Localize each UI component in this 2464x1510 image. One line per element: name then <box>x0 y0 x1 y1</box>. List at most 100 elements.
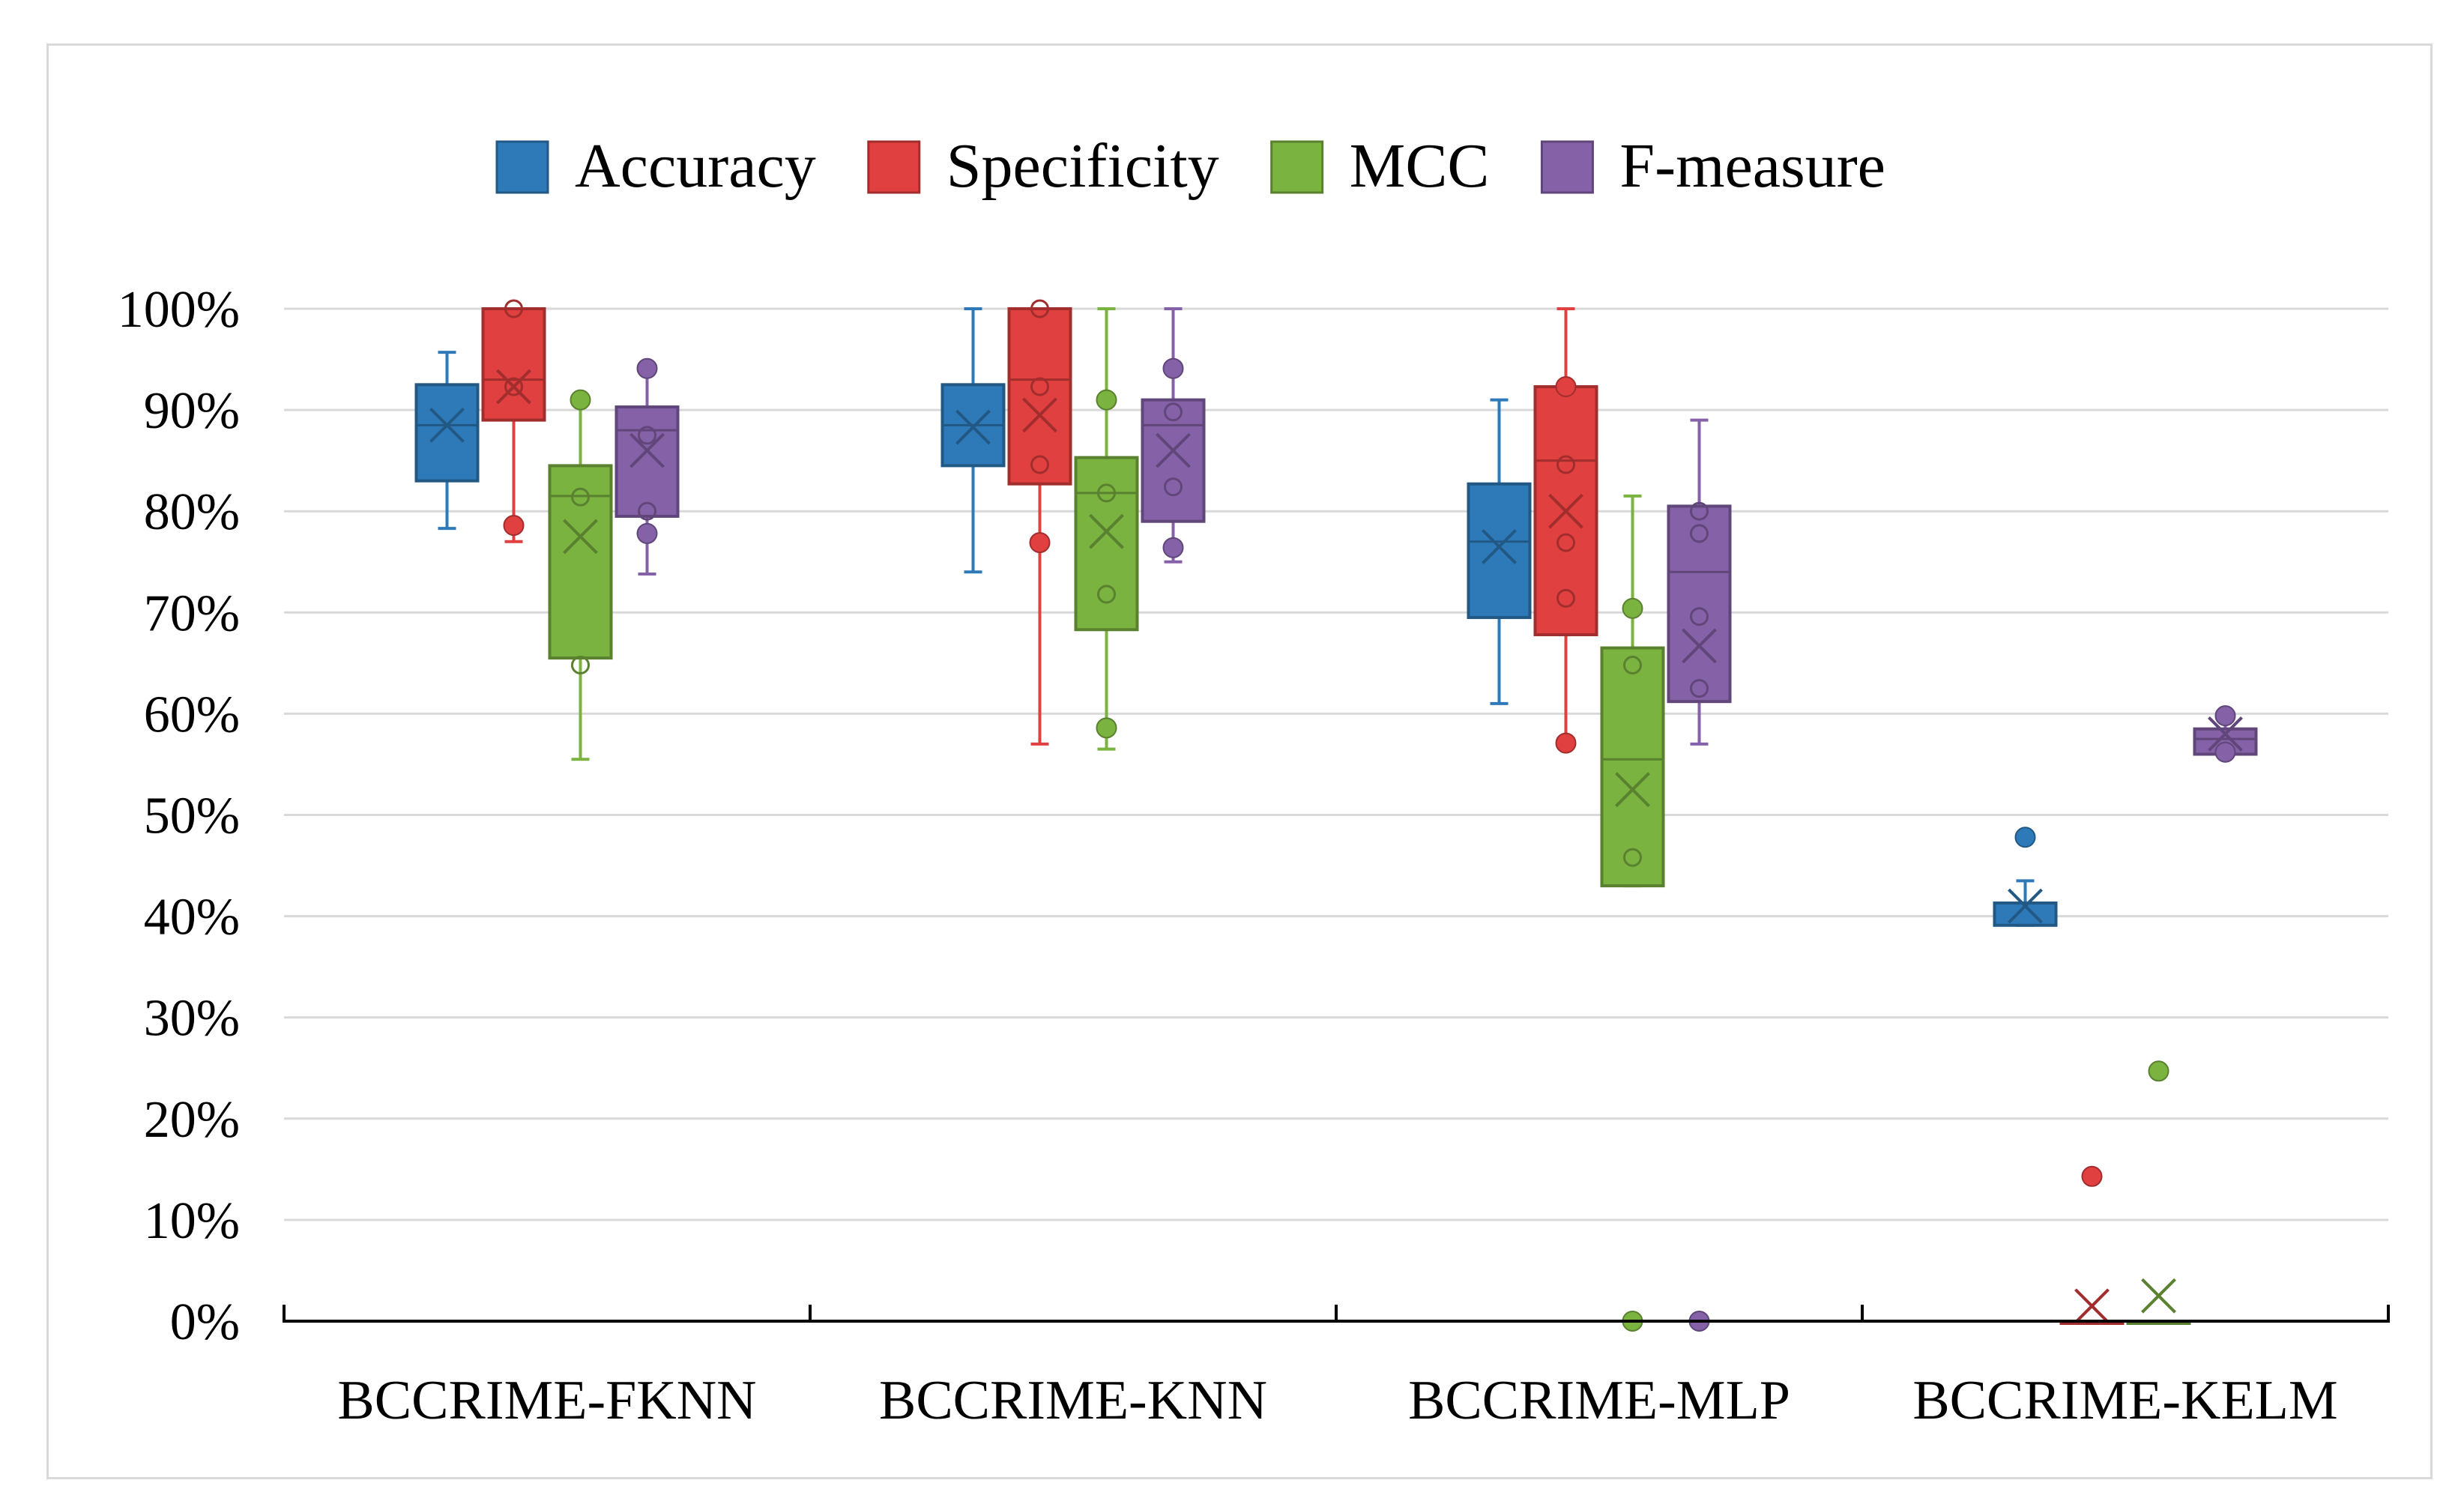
inner-point <box>504 377 523 396</box>
box-mcc <box>548 389 613 761</box>
iqr-box <box>1667 504 1732 704</box>
mean-marker <box>1548 493 1583 529</box>
box-accuracy <box>940 307 1006 574</box>
axes: 0% 10% 20% 30% 40% 50% 60% 70% 80% 90% 100% BCCRIME… <box>118 281 2390 1431</box>
mean-marker <box>1615 772 1650 808</box>
y-tick-label: 0% <box>170 1293 240 1351</box>
box-accuracy <box>1993 827 2058 927</box>
inner-point <box>1556 533 1575 552</box>
box-mcc <box>1600 494 1665 1332</box>
category-group <box>1467 307 1732 1332</box>
box-groups <box>414 299 2258 1332</box>
mean-marker <box>2074 1288 2110 1324</box>
iqr-box <box>1600 646 1665 888</box>
outlier-point <box>636 357 658 379</box>
x-category-label: BCCRIME-KELM <box>1912 1370 2337 1431</box>
box-specificity <box>481 299 546 543</box>
outlier-point <box>2214 705 2236 727</box>
mean-marker <box>1682 628 1717 664</box>
inner-point <box>1556 588 1575 608</box>
y-tick-label: 60% <box>144 686 240 743</box>
outlier-point <box>570 389 591 411</box>
outlier-point <box>2014 827 2036 848</box>
box-f-measure <box>1141 307 1206 564</box>
mean-marker <box>2208 716 2243 752</box>
outlier-point <box>1096 717 1117 739</box>
mean-marker <box>1022 397 1057 433</box>
y-tick-label: 100% <box>118 281 240 339</box>
inner-point <box>1097 483 1116 503</box>
inner-point <box>504 299 523 318</box>
category-group <box>940 299 1206 751</box>
outlier-point <box>1029 532 1051 554</box>
inner-point <box>1030 299 1049 318</box>
box-accuracy <box>414 351 480 531</box>
y-tick-label: 10% <box>144 1192 240 1250</box>
x-category-label: BCCRIME-FKNN <box>337 1370 756 1431</box>
mean-marker <box>1482 529 1517 564</box>
outlier-point <box>1162 537 1184 558</box>
box-f-measure <box>615 357 680 576</box>
box-mcc <box>1074 307 1139 751</box>
outlier-point <box>503 515 525 537</box>
legend-label: F-measure <box>1619 131 1885 201</box>
box-specificity <box>1007 299 1072 746</box>
mean-marker <box>563 519 598 555</box>
mean-marker <box>496 369 531 405</box>
outlier-point <box>1555 732 1577 754</box>
category-group <box>1993 705 2258 1325</box>
legend-item-mcc: MCC <box>1270 131 1490 201</box>
iqr-box <box>1141 398 1206 523</box>
legend-label: Specificity <box>946 131 1219 201</box>
inner-point <box>1690 524 1709 543</box>
legend-item-f-measure: F-measure <box>1540 131 1885 201</box>
legend-swatch <box>495 140 549 194</box>
legend-swatch <box>1270 140 1324 194</box>
inner-point <box>1030 377 1049 396</box>
x-category-label: BCCRIME-KNN <box>879 1370 1267 1431</box>
mean-marker <box>1156 432 1191 468</box>
mean-marker <box>629 432 665 468</box>
y-tick-label: 50% <box>144 788 240 845</box>
inner-point <box>571 487 590 507</box>
inner-point <box>1690 607 1709 626</box>
outlier-point <box>1555 376 1577 398</box>
inner-point <box>1623 848 1642 867</box>
inner-point <box>571 656 590 675</box>
outlier-point <box>636 522 658 544</box>
outlier-point <box>2148 1060 2169 1082</box>
legend-label: Accuracy <box>575 131 816 201</box>
inner-point <box>1164 402 1183 422</box>
box-accuracy <box>1467 398 1532 705</box>
inner-point <box>1690 501 1709 521</box>
gridlines <box>284 307 2388 1221</box>
box-f-measure <box>1667 418 1732 1332</box>
box-specificity <box>1533 307 1598 754</box>
y-tick-label: 40% <box>144 889 240 946</box>
inner-point <box>1623 656 1642 675</box>
inner-point <box>1030 455 1049 474</box>
category-group <box>414 299 680 761</box>
outlier-point <box>2214 741 2236 763</box>
box-plot-chart: 0% 10% 20% 30% 40% 50% 60% 70% 80% 90% 100% BCCRIME… <box>118 131 2390 1431</box>
outlier-point <box>1096 389 1117 411</box>
y-tick-label: 70% <box>144 585 240 642</box>
chart-frame: 0% 10% 20% 30% 40% 50% 60% 70% 80% 90% 100% BCCRIME… <box>46 43 2433 1479</box>
y-tick-label: 80% <box>144 483 240 541</box>
iqr-box <box>481 307 546 422</box>
legend-item-accuracy: Accuracy <box>495 131 816 201</box>
iqr-box <box>548 464 613 660</box>
iqr-box <box>1074 456 1139 632</box>
legend-swatch <box>867 140 921 194</box>
mean-marker <box>2008 888 2043 924</box>
mean-marker <box>955 409 991 445</box>
outlier-point <box>2081 1165 2103 1187</box>
legend-label: MCC <box>1350 131 1490 201</box>
mean-marker <box>2141 1278 2176 1314</box>
legend-item-specificity: Specificity <box>867 131 1219 201</box>
y-tick-label: 30% <box>144 990 240 1048</box>
legend: Accuracy Specificity MCC F-measure <box>495 131 1885 201</box>
y-tick-label: 90% <box>144 382 240 440</box>
box-specificity <box>2059 1165 2125 1325</box>
iqr-box <box>1467 482 1532 620</box>
